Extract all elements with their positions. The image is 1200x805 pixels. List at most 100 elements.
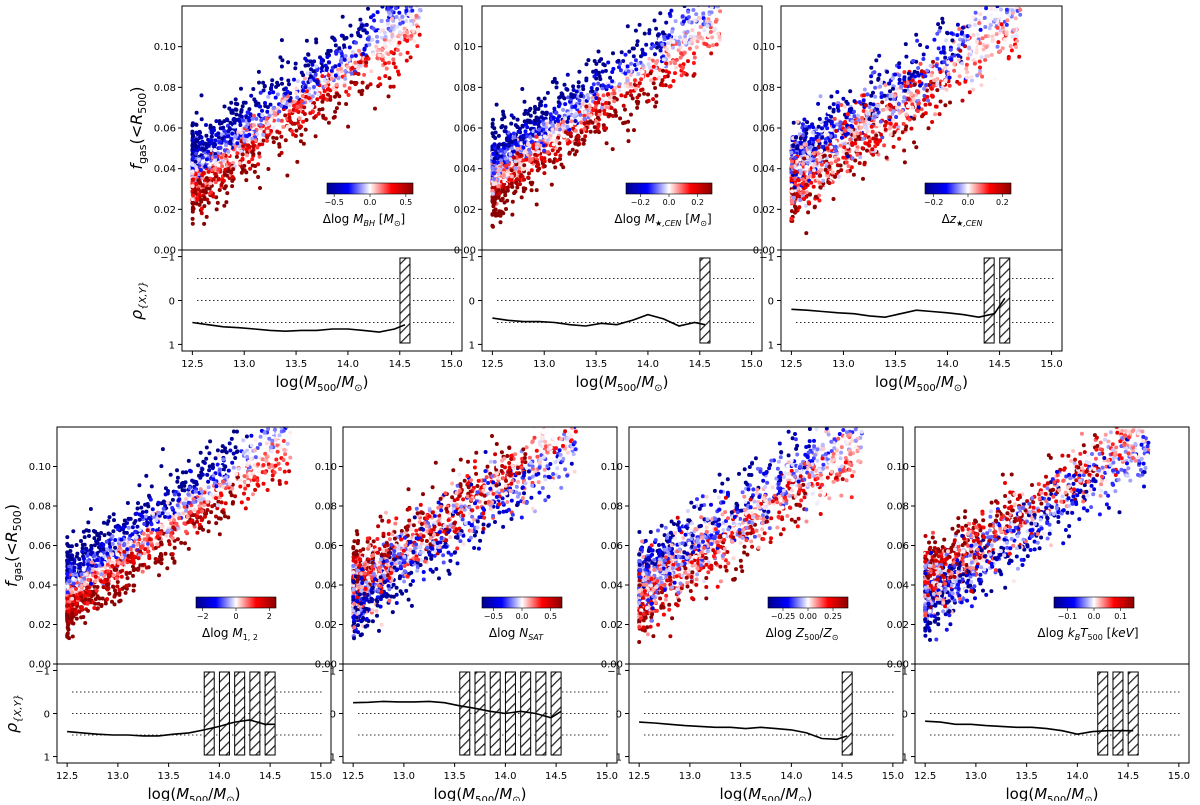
scatter-point: [288, 103, 292, 107]
scatter-point: [503, 193, 507, 197]
scatter-point: [512, 135, 516, 139]
scatter-point: [1007, 57, 1011, 61]
scatter-point: [975, 51, 979, 55]
scatter-point: [877, 73, 881, 77]
colorbar-tick-label: 0.0: [364, 198, 377, 207]
scatter-point: [838, 124, 842, 128]
scatter-point: [280, 65, 284, 69]
scatter-point: [874, 140, 878, 144]
scatter-point: [314, 73, 318, 77]
scatter-point: [546, 138, 550, 142]
scatter-point: [978, 12, 982, 16]
scatter-point: [369, 69, 373, 73]
scatter-point: [1008, 0, 1012, 3]
scatter-point: [714, 0, 718, 4]
scatter-point: [536, 150, 540, 154]
scatter-point: [680, 73, 684, 77]
scatter-point: [246, 110, 250, 114]
scatter-point: [510, 113, 514, 117]
scatter-point: [711, 43, 715, 47]
scatter-point: [1005, 32, 1009, 36]
scatter-point: [349, 62, 353, 66]
scatter-point: [388, 0, 392, 1]
scatter-point: [530, 140, 534, 144]
y-tick-label: 0.06: [753, 124, 775, 135]
scatter-point: [922, 98, 926, 102]
scatter-point: [600, 106, 604, 110]
scatter-point: [950, 38, 954, 42]
scatter-point: [790, 165, 794, 169]
scatter-point: [958, 49, 962, 53]
scatter-point: [1003, 38, 1007, 42]
scatter-point: [979, 83, 983, 87]
scatter-point: [388, 76, 392, 80]
scatter-point: [274, 423, 278, 427]
scatter-point: [911, 106, 915, 110]
scatter-point: [818, 117, 822, 121]
scatter-point: [299, 139, 303, 143]
scatter-point: [957, 43, 961, 47]
scatter-point: [491, 192, 495, 196]
scatter-point: [316, 92, 320, 96]
scatter-point: [346, 73, 350, 77]
scatter-point: [683, 51, 687, 55]
scatter-point: [793, 205, 797, 209]
scatter-point: [869, 66, 873, 70]
scatter-point: [918, 43, 922, 47]
scatter-point: [601, 62, 605, 66]
scatter-point: [509, 122, 513, 126]
scatter-point: [1005, 23, 1009, 27]
scatter-point: [833, 117, 837, 121]
scatter-point: [944, 38, 948, 42]
scatter-point: [560, 92, 564, 96]
scatter-point: [681, 66, 685, 70]
scatter-point: [530, 157, 534, 161]
scatter-point: [990, 0, 994, 3]
scatter-point: [555, 159, 559, 163]
scatter-point: [305, 39, 309, 43]
insignificant-bin: [400, 258, 410, 343]
scatter-point: [265, 110, 269, 114]
colorbar-label: Δlog M★,CEN [M⊙]: [614, 212, 711, 228]
scatter-point: [520, 87, 524, 91]
scatter-point: [641, 53, 645, 57]
scatter-point: [191, 206, 195, 210]
scatter-point: [608, 76, 612, 80]
scatter-point: [409, 14, 413, 18]
scatter-point: [926, 99, 930, 103]
scatter-point: [568, 140, 572, 144]
scatter-point: [942, 60, 946, 64]
scatter-point: [563, 102, 567, 106]
scatter-point: [265, 139, 269, 143]
scatter-point: [535, 188, 539, 192]
scatter-point: [538, 104, 542, 108]
scatter-point: [418, 8, 422, 12]
scatter-point: [385, 67, 389, 71]
scatter-point: [802, 197, 806, 201]
scatter-point: [917, 101, 921, 105]
scatter-point: [404, 9, 408, 13]
scatter-point: [572, 114, 576, 118]
scatter-point: [190, 144, 194, 148]
scatter-point: [654, 100, 658, 104]
scatter-point: [653, 105, 657, 109]
x-tick-label: 15.0: [1040, 359, 1062, 370]
scatter-point: [518, 162, 522, 166]
scatter-point: [351, 50, 355, 54]
scatter-point: [834, 155, 838, 159]
scatter-point: [1011, 0, 1015, 2]
colorbar-tick-label: 0.2: [691, 198, 704, 207]
scatter-point: [794, 136, 798, 140]
scatter-point: [504, 129, 508, 133]
x-tick-label: 14.5: [389, 359, 411, 370]
scatter-point: [585, 62, 589, 66]
scatter-point: [877, 54, 881, 58]
scatter-point: [956, 23, 960, 27]
scatter-point: [865, 149, 869, 153]
scatter-point: [638, 81, 642, 85]
scatter-point: [943, 103, 947, 107]
scatter-point: [989, 23, 993, 27]
scatter-point: [210, 131, 214, 135]
scatter-point: [529, 181, 533, 185]
scatter-point: [333, 115, 337, 119]
